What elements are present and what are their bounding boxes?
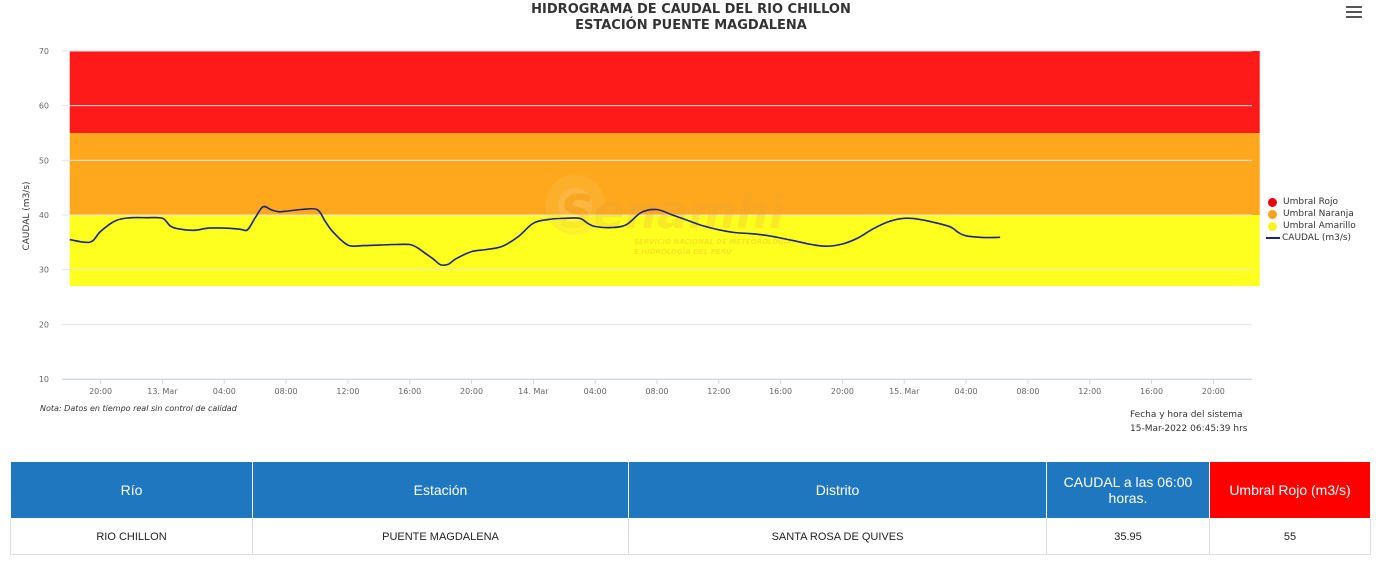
x-tick-label: 16:00 bbox=[769, 387, 792, 396]
y-axis-label: CAUDAL (m3/s) bbox=[22, 181, 32, 250]
legend-marker-amarillo bbox=[1268, 221, 1277, 231]
x-tick-label: 12:00 bbox=[1078, 387, 1101, 396]
y-tick-label: 20 bbox=[39, 320, 49, 329]
y-tick-label: 30 bbox=[39, 266, 49, 275]
hamburger-menu-icon[interactable] bbox=[1346, 6, 1362, 20]
legend-item-umbral-amarillo[interactable]: Umbral Amarillo bbox=[1268, 220, 1356, 232]
y-tick-label: 50 bbox=[39, 156, 49, 165]
x-tick-label: 04:00 bbox=[955, 387, 978, 396]
x-tick-label: 20:00 bbox=[1202, 387, 1225, 396]
cell-umbral-rojo: 55 bbox=[1209, 518, 1371, 555]
legend-item-umbral-naranja[interactable]: Umbral Naranja bbox=[1268, 208, 1356, 220]
legend-label: Umbral Naranja bbox=[1283, 209, 1354, 219]
x-tick-label: 20:00 bbox=[89, 387, 112, 396]
series-line-caudal bbox=[69, 205, 1001, 267]
station-table: Río Estación Distrito CAUDAL a las 06:00… bbox=[10, 461, 1371, 555]
legend: Umbral Rojo Umbral Naranja Umbral Amaril… bbox=[1266, 196, 1356, 244]
header-umbral-rojo: Umbral Rojo (m3/s) bbox=[1209, 461, 1371, 519]
system-date-value: 15-Mar-2022 06:45:39 hrs bbox=[1130, 424, 1248, 434]
y-tick-label: 60 bbox=[39, 102, 49, 111]
x-tick-label: 04:00 bbox=[584, 387, 607, 396]
watermark-brand: Senamhi bbox=[560, 185, 786, 239]
legend-marker-naranja bbox=[1268, 209, 1277, 219]
system-date-label: Fecha y hora del sistema bbox=[1130, 410, 1243, 420]
legend-item-caudal[interactable]: CAUDAL (m3/s) bbox=[1266, 232, 1356, 244]
cell-rio: RIO CHILLON bbox=[10, 518, 253, 555]
x-tick-label: 08:00 bbox=[645, 387, 668, 396]
x-tick-label: 13. Mar bbox=[147, 387, 178, 396]
header-caudal: CAUDAL a las 06:00 horas. bbox=[1046, 461, 1210, 519]
chart-title-line1: HIDROGRAMA DE CAUDAL DEL RIO CHILLON bbox=[531, 2, 851, 17]
legend-label: CAUDAL (m3/s) bbox=[1282, 233, 1352, 243]
x-tick-label: 20:00 bbox=[831, 387, 854, 396]
band-umbral-rojo bbox=[69, 51, 1260, 133]
x-tick-label: 14. Mar bbox=[518, 387, 549, 396]
x-tick-label: 12:00 bbox=[336, 387, 359, 396]
y-tick-label: 40 bbox=[39, 211, 49, 220]
system-date: Fecha y hora del sistema 15-Mar-2022 06:… bbox=[1130, 408, 1248, 436]
legend-label: Umbral Rojo bbox=[1283, 197, 1339, 207]
hydrograph-chart: Senamhi SERVICIO NACIONAL DE METEOROLOGÍ… bbox=[22, 47, 1260, 396]
x-tick-label: 15. Mar bbox=[889, 387, 920, 396]
cell-distrito: SANTA ROSA DE QUIVES bbox=[628, 518, 1047, 555]
legend-label: Umbral Amarillo bbox=[1283, 221, 1356, 231]
watermark-line2: E HIDROLOGÍA DEL PERÚ bbox=[634, 247, 732, 256]
x-tick-label: 12:00 bbox=[707, 387, 730, 396]
x-tick-label: 08:00 bbox=[1016, 387, 1039, 396]
x-tick-label: 16:00 bbox=[1140, 387, 1163, 396]
cell-estacion: PUENTE MAGDALENA bbox=[252, 518, 629, 555]
table-header-row: Río Estación Distrito CAUDAL a las 06:00… bbox=[10, 461, 1371, 519]
chart-title-line2: ESTACIÓN PUENTE MAGDALENA bbox=[575, 18, 807, 33]
legend-marker-rojo bbox=[1268, 197, 1277, 207]
senamhi-watermark: Senamhi SERVICIO NACIONAL DE METEOROLOGÍ… bbox=[545, 175, 792, 256]
x-tick-label: 16:00 bbox=[398, 387, 421, 396]
legend-marker-caudal bbox=[1266, 237, 1280, 239]
y-tick-label: 70 bbox=[39, 47, 49, 56]
quality-note: Nota: Datos en tiempo real sin control d… bbox=[40, 404, 237, 413]
x-tick-label: 20:00 bbox=[460, 387, 483, 396]
x-tick-label: 04:00 bbox=[213, 387, 236, 396]
table-row: RIO CHILLON PUENTE MAGDALENA SANTA ROSA … bbox=[10, 518, 1371, 555]
legend-item-umbral-rojo[interactable]: Umbral Rojo bbox=[1268, 196, 1356, 208]
watermark-line1: SERVICIO NACIONAL DE METEOROLOGÍA bbox=[634, 237, 792, 246]
y-tick-label: 10 bbox=[39, 375, 49, 384]
cell-caudal: 35.95 bbox=[1046, 518, 1210, 555]
band-umbral-naranja bbox=[69, 133, 1260, 215]
header-distrito: Distrito bbox=[628, 461, 1047, 519]
chart-title: HIDROGRAMA DE CAUDAL DEL RIO CHILLON EST… bbox=[0, 2, 1382, 34]
header-estacion: Estación bbox=[252, 461, 629, 519]
band-umbral-amarillo bbox=[69, 215, 1260, 287]
header-rio: Río bbox=[10, 461, 253, 519]
x-tick-label: 08:00 bbox=[275, 387, 298, 396]
